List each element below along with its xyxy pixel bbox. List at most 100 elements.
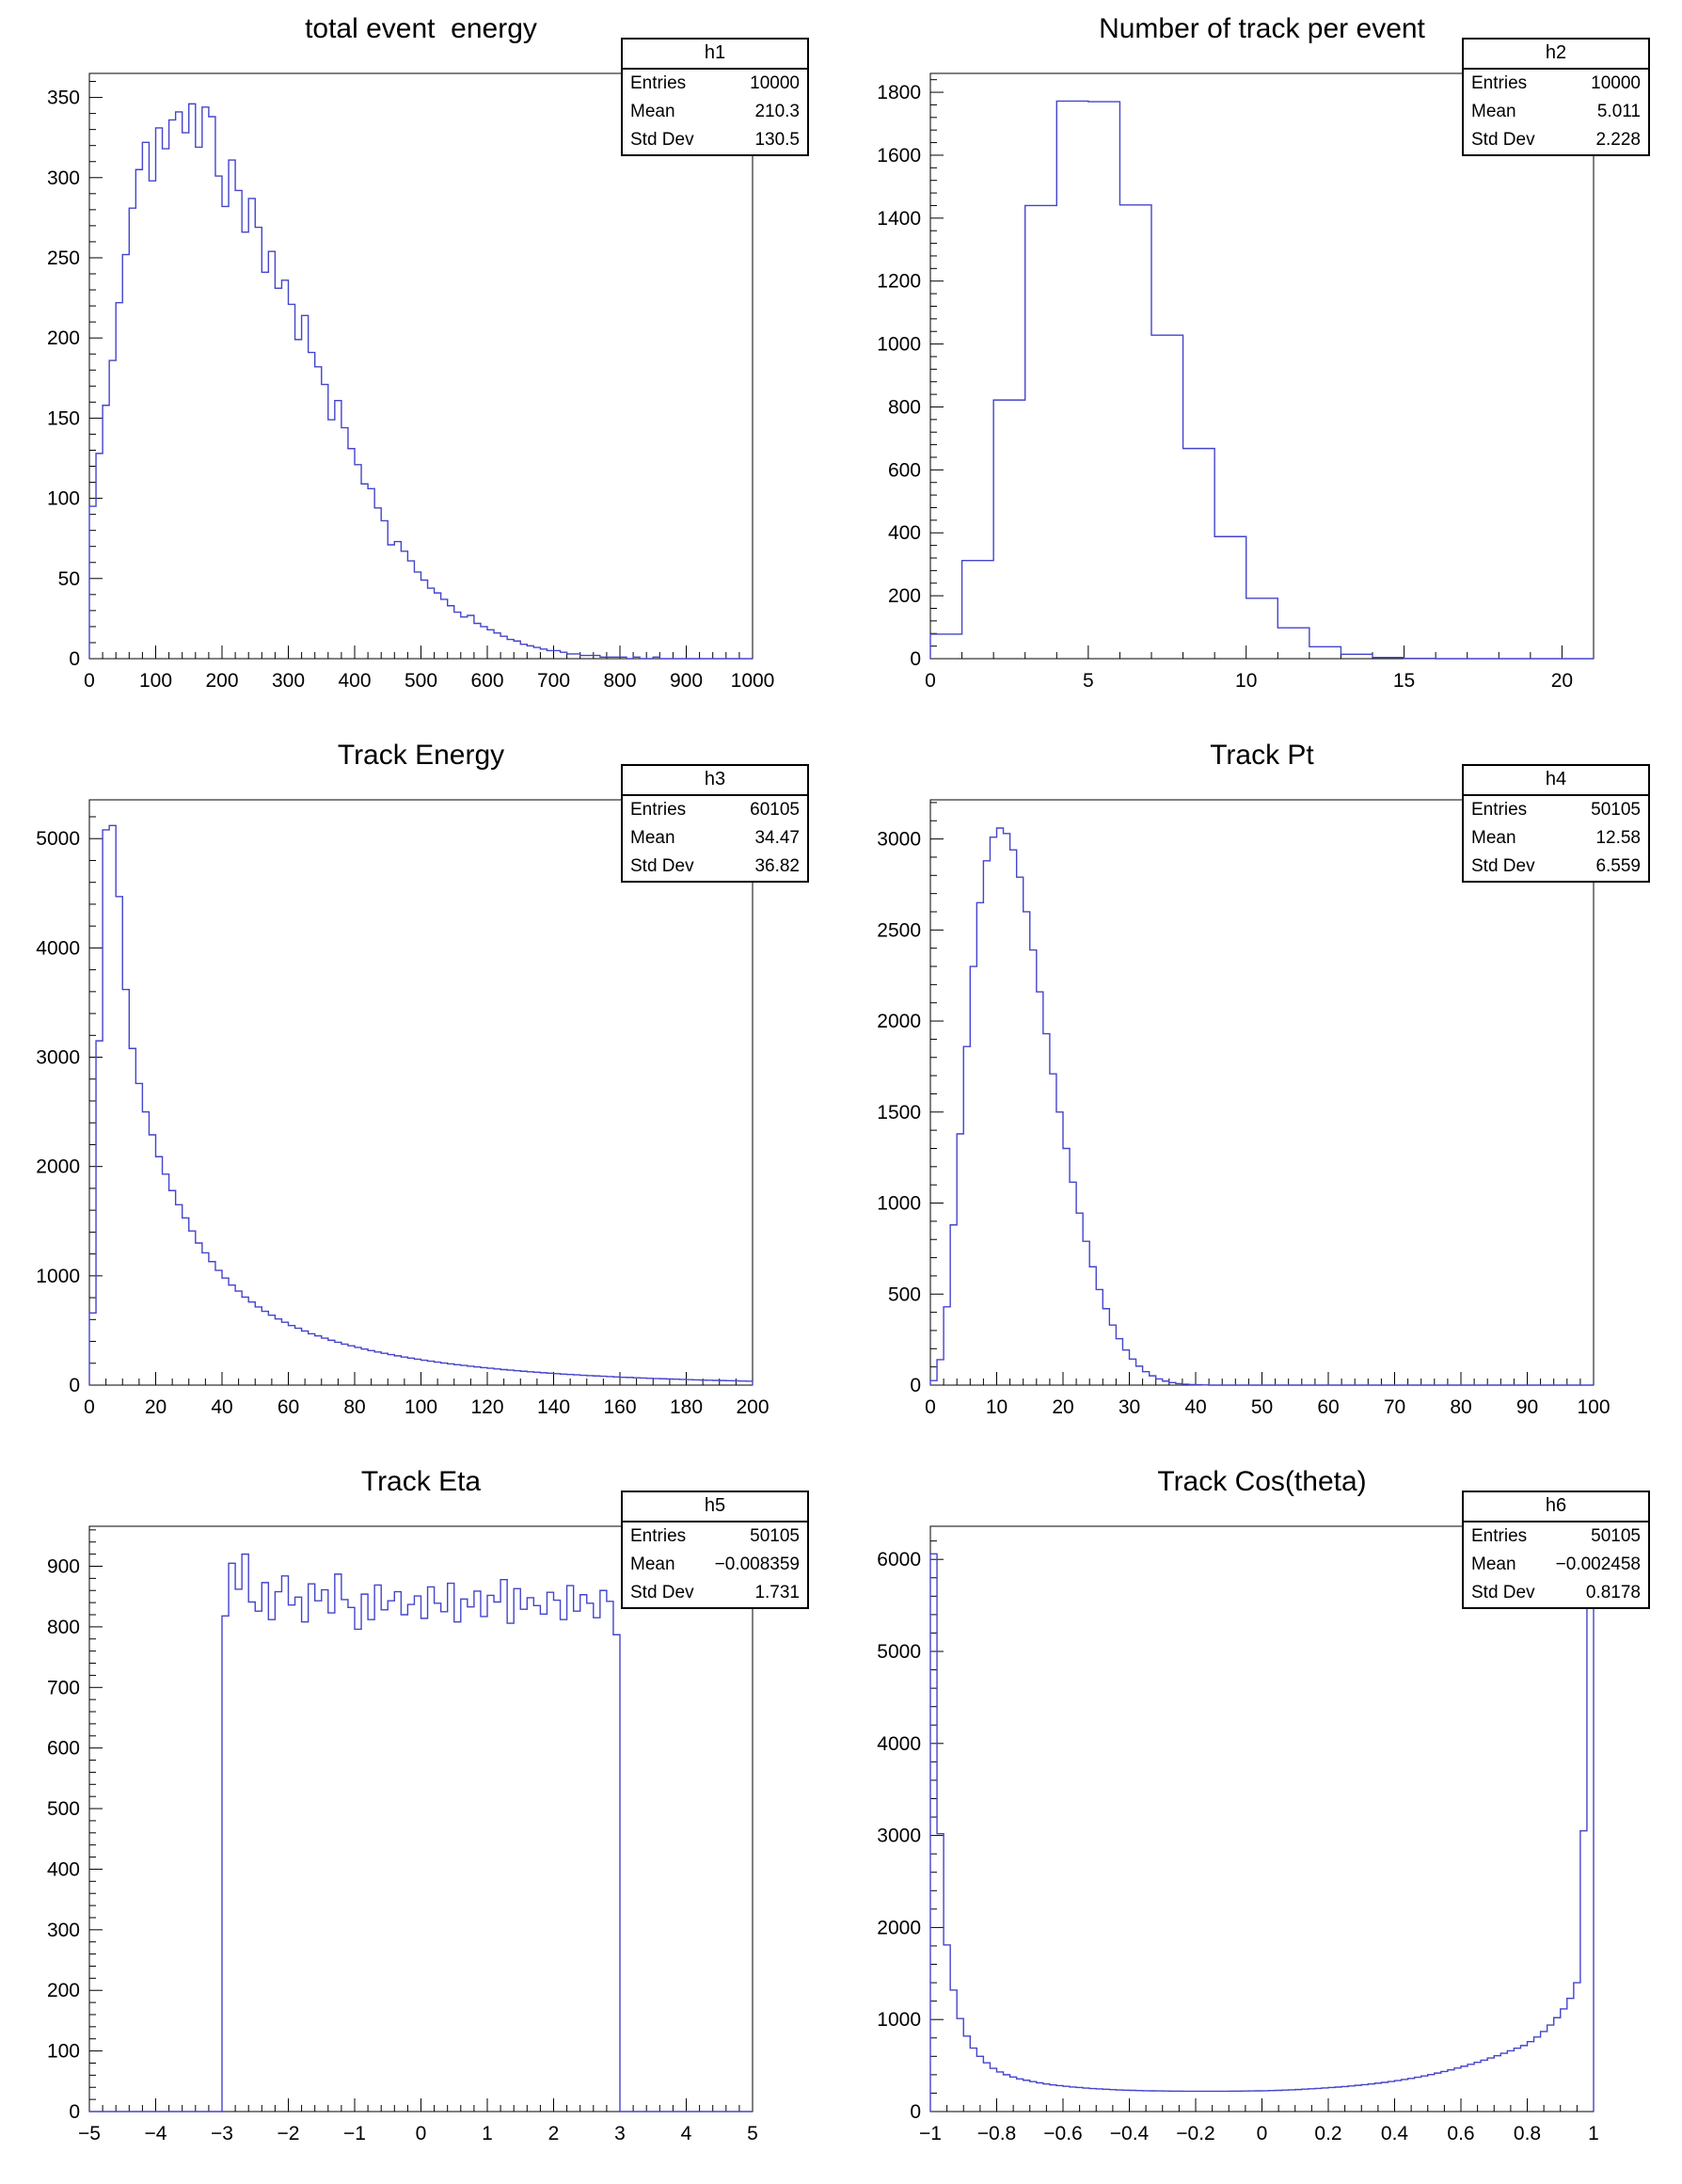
stats-row-mean: Mean 5.011 xyxy=(1464,98,1648,126)
histogram-svg-h2: 0 5 10 15 2002004006008001000120014001600180… xyxy=(877,72,1595,692)
svg-text:100: 100 xyxy=(47,2041,80,2063)
plot-area-h3: 0 20 40 60 80 100 120 140 160 180 200 0 1000 2000 3000… xyxy=(0,726,841,1453)
svg-text:60: 60 xyxy=(278,1396,299,1418)
svg-text:10: 10 xyxy=(1235,670,1257,692)
svg-text:30: 30 xyxy=(1119,1396,1140,1418)
stats-row-std-dev: Std Dev 1.731 xyxy=(623,1579,807,1607)
axes-h3 xyxy=(88,799,754,1386)
histogram-svg-h5: −5 −4 −3 −2 −1 0 1 2 3 4 5 0 100 200 300 400 500 600 700 80… xyxy=(47,1525,758,2144)
svg-text:0: 0 xyxy=(69,648,80,670)
stats-row-mean: Mean 12.58 xyxy=(1464,824,1648,853)
svg-text:400: 400 xyxy=(338,670,371,692)
svg-text:350: 350 xyxy=(47,88,80,109)
svg-text:6000: 6000 xyxy=(877,1549,921,1570)
svg-text:100: 100 xyxy=(47,488,80,510)
svg-text:0.8: 0.8 xyxy=(1514,2123,1541,2144)
svg-text:600: 600 xyxy=(470,670,503,692)
svg-text:1500: 1500 xyxy=(877,1102,921,1124)
svg-text:900: 900 xyxy=(47,1556,80,1578)
stats-title-h4: h4 xyxy=(1464,766,1648,796)
svg-text:−1: −1 xyxy=(919,2123,942,2144)
histogram-svg-h6: −1 −0.8 −0.6 −0.4 −0.2 0 0.2 0.4 0.6 0.8 1 0 1000 200… xyxy=(877,1525,1599,2144)
svg-text:600: 600 xyxy=(888,459,921,481)
stats-row-entries: Entries 10000 xyxy=(1464,70,1648,98)
svg-text:0.2: 0.2 xyxy=(1314,2123,1341,2144)
stats-label-entries: Entries xyxy=(1471,800,1528,820)
svg-text:−1: −1 xyxy=(343,2123,366,2144)
svg-text:120: 120 xyxy=(470,1396,503,1418)
stats-value-mean: −0.008359 xyxy=(714,1554,800,1574)
chart-title-h2: Number of track per event xyxy=(1099,13,1425,44)
svg-text:800: 800 xyxy=(47,1617,80,1638)
svg-text:3000: 3000 xyxy=(36,1047,80,1069)
svg-text:140: 140 xyxy=(537,1396,570,1418)
svg-text:0: 0 xyxy=(69,2101,80,2123)
chart-title-h5: Track Eta xyxy=(360,1466,482,1497)
svg-text:0: 0 xyxy=(84,1396,95,1418)
svg-text:800: 800 xyxy=(888,396,921,418)
stats-value-entries: 60105 xyxy=(750,800,800,820)
plot-frame xyxy=(929,72,1595,660)
svg-text:1000: 1000 xyxy=(877,1193,921,1215)
stats-label-std-dev: Std Dev xyxy=(630,1583,694,1602)
svg-text:90: 90 xyxy=(1516,1396,1538,1418)
histogram-panel-h5: −5 −4 −3 −2 −1 0 1 2 3 4 5 0 100 200 300 400 500 600 700 80… xyxy=(0,1453,841,2179)
svg-text:0: 0 xyxy=(925,670,936,692)
stats-row-entries: Entries 10000 xyxy=(623,70,807,98)
stats-value-std-dev: 130.5 xyxy=(754,130,800,150)
plot-area-h6: −1 −0.8 −0.6 −0.4 −0.2 0 0.2 0.4 0.6 0.8 1 0 1000 200… xyxy=(841,1453,1682,2179)
histogram-svg-h3: 0 20 40 60 80 100 120 140 160 180 2000100020003000… xyxy=(36,799,770,1418)
svg-text:2: 2 xyxy=(548,2123,560,2144)
svg-text:200: 200 xyxy=(47,1980,80,2001)
stats-box-h1: h1 Entries 10000 Mean 210.3 Std Dev 130.5 xyxy=(621,38,809,156)
histogram-line-h4 xyxy=(929,827,1594,1386)
svg-text:0.4: 0.4 xyxy=(1381,2123,1409,2144)
histogram-line-h3 xyxy=(88,824,754,1385)
svg-text:10: 10 xyxy=(986,1396,1008,1418)
svg-text:20: 20 xyxy=(1551,670,1573,692)
svg-text:1: 1 xyxy=(1588,2123,1599,2144)
svg-text:0: 0 xyxy=(84,670,95,692)
stats-value-std-dev: 1.731 xyxy=(754,1583,800,1602)
svg-text:4: 4 xyxy=(681,2123,692,2144)
svg-text:−0.2: −0.2 xyxy=(1176,2123,1214,2144)
svg-text:700: 700 xyxy=(47,1677,80,1698)
svg-text:3000: 3000 xyxy=(877,1825,921,1847)
svg-text:1400: 1400 xyxy=(877,208,921,230)
histogram-line-h2 xyxy=(929,100,1594,660)
plot-frame xyxy=(88,72,754,660)
svg-text:−3: −3 xyxy=(211,2123,233,2144)
stats-value-mean: 5.011 xyxy=(1596,102,1641,121)
stats-value-entries: 10000 xyxy=(1591,73,1641,93)
svg-text:250: 250 xyxy=(47,247,80,269)
svg-text:50: 50 xyxy=(1251,1396,1273,1418)
stats-label-mean: Mean xyxy=(1471,102,1516,121)
stats-box-h2: h2 Entries 10000 Mean 5.011 Std Dev 2.228 xyxy=(1462,38,1650,156)
axes-h2 xyxy=(929,72,1595,660)
svg-text:0: 0 xyxy=(925,1396,936,1418)
axes-h4 xyxy=(929,799,1595,1386)
svg-text:2500: 2500 xyxy=(877,919,921,941)
svg-text:0: 0 xyxy=(1257,2123,1268,2144)
svg-text:900: 900 xyxy=(670,670,703,692)
stats-box-h4: h4 Entries 50105 Mean 12.58 Std Dev 6.559 xyxy=(1462,764,1650,883)
svg-text:180: 180 xyxy=(670,1396,703,1418)
svg-text:80: 80 xyxy=(343,1396,365,1418)
stats-title-h3: h3 xyxy=(623,766,807,796)
svg-text:500: 500 xyxy=(888,1283,921,1305)
stats-row-entries: Entries 50105 xyxy=(623,1522,807,1551)
stats-value-std-dev: 36.82 xyxy=(754,856,800,876)
stats-row-entries: Entries 50105 xyxy=(1464,796,1648,824)
stats-row-entries: Entries 60105 xyxy=(623,796,807,824)
svg-text:400: 400 xyxy=(47,1858,80,1880)
stats-row-entries: Entries 50105 xyxy=(1464,1522,1648,1551)
stats-title-h2: h2 xyxy=(1464,40,1648,70)
stats-value-mean: 34.47 xyxy=(754,828,800,848)
stats-value-mean: 210.3 xyxy=(754,102,800,121)
svg-text:5000: 5000 xyxy=(36,828,80,850)
svg-text:300: 300 xyxy=(47,1920,80,1941)
stats-label-std-dev: Std Dev xyxy=(630,130,694,150)
chart-title-h4: Track Pt xyxy=(1210,740,1314,771)
svg-text:1: 1 xyxy=(482,2123,493,2144)
svg-text:700: 700 xyxy=(537,670,570,692)
